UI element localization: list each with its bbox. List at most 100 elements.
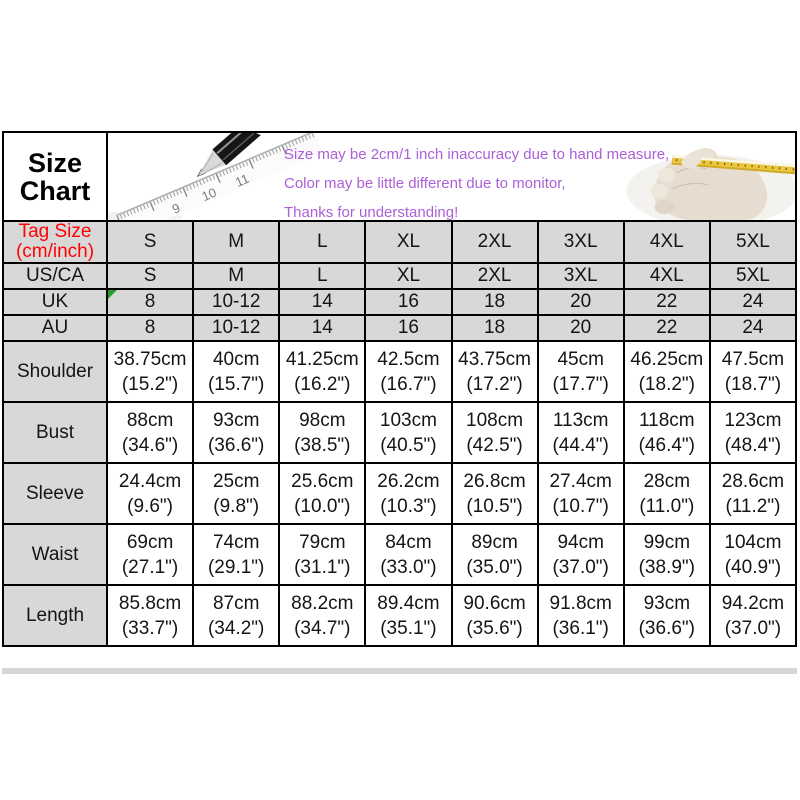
page-title-line2: Chart [19, 175, 91, 206]
cell: 69cm (27.1") [105, 523, 195, 586]
cell: 16 [364, 288, 453, 316]
size-header-4xl: 4XL [622, 220, 711, 264]
cell: 103cm (40.5") [364, 401, 453, 464]
ruler-number-10: 10 [200, 185, 219, 204]
size-table-body: Size Chart [2, 131, 798, 647]
cell: M [192, 262, 281, 290]
tag-size-line2: (cm/inch) [15, 241, 95, 262]
cell: 14 [278, 314, 367, 342]
cell: 10-12 [192, 288, 281, 316]
hand-ruler-illustration [626, 148, 794, 219]
cell: 8 [105, 288, 195, 316]
comment-marker-icon [109, 291, 117, 299]
cell: 93cm (36.6") [622, 584, 711, 647]
cell: 16 [364, 314, 453, 342]
cell: 45cm (17.7") [536, 340, 625, 403]
yellow-ruler [671, 155, 794, 175]
cell: 99cm (38.9") [622, 523, 711, 586]
table-row-length: Length 85.8cm (33.7") 87cm (34.2") 88.2cm (34.… [2, 584, 798, 647]
row-label: Waist [2, 523, 108, 586]
table-header-row: Tag Size (cm/inch) S M L XL 2XL 3XL 4XL 5XL [2, 220, 798, 264]
table-row-waist: Waist 69cm (27.1") 74cm (29.1") 79cm (31.1") 84… [2, 523, 798, 586]
size-header-5xl: 5XL [708, 220, 798, 264]
cell: 22 [622, 288, 711, 316]
cell: 88.2cm (34.7") [278, 584, 367, 647]
cell: 94.2cm (37.0") [708, 584, 798, 647]
cell: 113cm (44.4") [536, 401, 625, 464]
row-label: AU [2, 314, 108, 342]
size-header-s: S [105, 220, 195, 264]
cell: 89cm (35.0") [450, 523, 539, 586]
cell: 104cm (40.9") [708, 523, 798, 586]
note-line-3: Thanks for understanding! [284, 204, 459, 221]
cell: 108cm (42.5") [450, 401, 539, 464]
tag-size-line1: Tag Size [18, 221, 92, 242]
row-label: Shoulder [2, 340, 108, 403]
cell: 18 [450, 314, 539, 342]
cell: 24.4cm (9.6") [105, 462, 195, 525]
ruler-number-11: 11 [233, 171, 251, 190]
page-title-line1: Size [27, 147, 83, 178]
page-title: Size Chart [2, 131, 108, 222]
size-header-3xl: 3XL [536, 220, 625, 264]
note-line-2: Color may be little different due to mon… [284, 175, 566, 192]
cell: 88cm (34.6") [105, 401, 195, 464]
row-label: US/CA [2, 262, 108, 290]
cell: 43.75cm (17.2") [450, 340, 539, 403]
table-row-au: AU 8 10-12 14 16 18 20 22 24 [2, 314, 798, 342]
cell: 26.8cm (10.5") [450, 462, 539, 525]
pencil-icon [196, 134, 261, 177]
cell: 20 [536, 314, 625, 342]
cell: 28.6cm (11.2") [708, 462, 798, 525]
row-label: Bust [2, 401, 108, 464]
table-row-bust: Bust 88cm (34.6") 93cm (36.6") 98cm (38.5") 103… [2, 401, 798, 464]
row-label: Sleeve [2, 462, 108, 525]
cell: 24 [708, 288, 798, 316]
cell: 28cm (11.0") [622, 462, 711, 525]
cell: 40cm (15.7") [192, 340, 281, 403]
cell: 25.6cm (10.0") [278, 462, 367, 525]
cell: 2XL [450, 262, 539, 290]
measure-notes: Size may be 2cm/1 inch inaccuracy due to… [284, 140, 670, 221]
cell: 41.25cm (16.2") [278, 340, 367, 403]
cell: 94cm (37.0") [536, 523, 625, 586]
pencil-ruler-illustration: 9 10 11 [109, 134, 324, 219]
size-header-xl: XL [364, 220, 453, 264]
cell: 87cm (34.2") [192, 584, 281, 647]
cell: 42.5cm (16.7") [364, 340, 453, 403]
size-header-2xl: 2XL [450, 220, 539, 264]
table-row-uk: UK 8 10-12 14 16 18 20 22 24 [2, 288, 798, 316]
cell: 90.6cm (35.6") [450, 584, 539, 647]
cell: 123cm (48.4") [708, 401, 798, 464]
cell: 79cm (31.1") [278, 523, 367, 586]
cell: 24 [708, 314, 798, 342]
cell: 3XL [536, 262, 625, 290]
cell: 5XL [708, 262, 798, 290]
cell: 20 [536, 288, 625, 316]
table-row-sleeve: Sleeve 24.4cm (9.6") 25cm (9.8") 25.6cm (10.0"… [2, 462, 798, 525]
cell: 98cm (38.5") [278, 401, 367, 464]
cell: S [105, 262, 195, 290]
size-header-l: L [278, 220, 367, 264]
size-chart-table: Size Chart [2, 131, 798, 647]
cell: 10-12 [192, 314, 281, 342]
cell: 118cm (46.4") [622, 401, 711, 464]
table-row-shoulder: Shoulder 38.75cm (15.2") 40cm (15.7") 41.25cm… [2, 340, 798, 403]
banner-cell: 9 10 11 [106, 131, 797, 222]
banner-row: Size Chart [2, 131, 797, 222]
cell: 85.8cm (33.7") [105, 584, 195, 647]
row-label: UK [2, 288, 108, 316]
cell: 46.25cm (18.2") [622, 340, 711, 403]
cell: 26.2cm (10.3") [364, 462, 453, 525]
cell: 4XL [622, 262, 711, 290]
cell: 91.8cm (36.1") [536, 584, 625, 647]
row-label-tag-size: Tag Size (cm/inch) [2, 220, 108, 264]
note-line-1: Size may be 2cm/1 inch inaccuracy due to… [284, 146, 670, 163]
cell: 89.4cm (35.1") [364, 584, 453, 647]
banner-illustrations: 9 10 11 [109, 134, 794, 219]
size-header-m: M [192, 220, 281, 264]
cell: 47.5cm (18.7") [708, 340, 798, 403]
cell: 14 [278, 288, 367, 316]
cell: 22 [622, 314, 711, 342]
